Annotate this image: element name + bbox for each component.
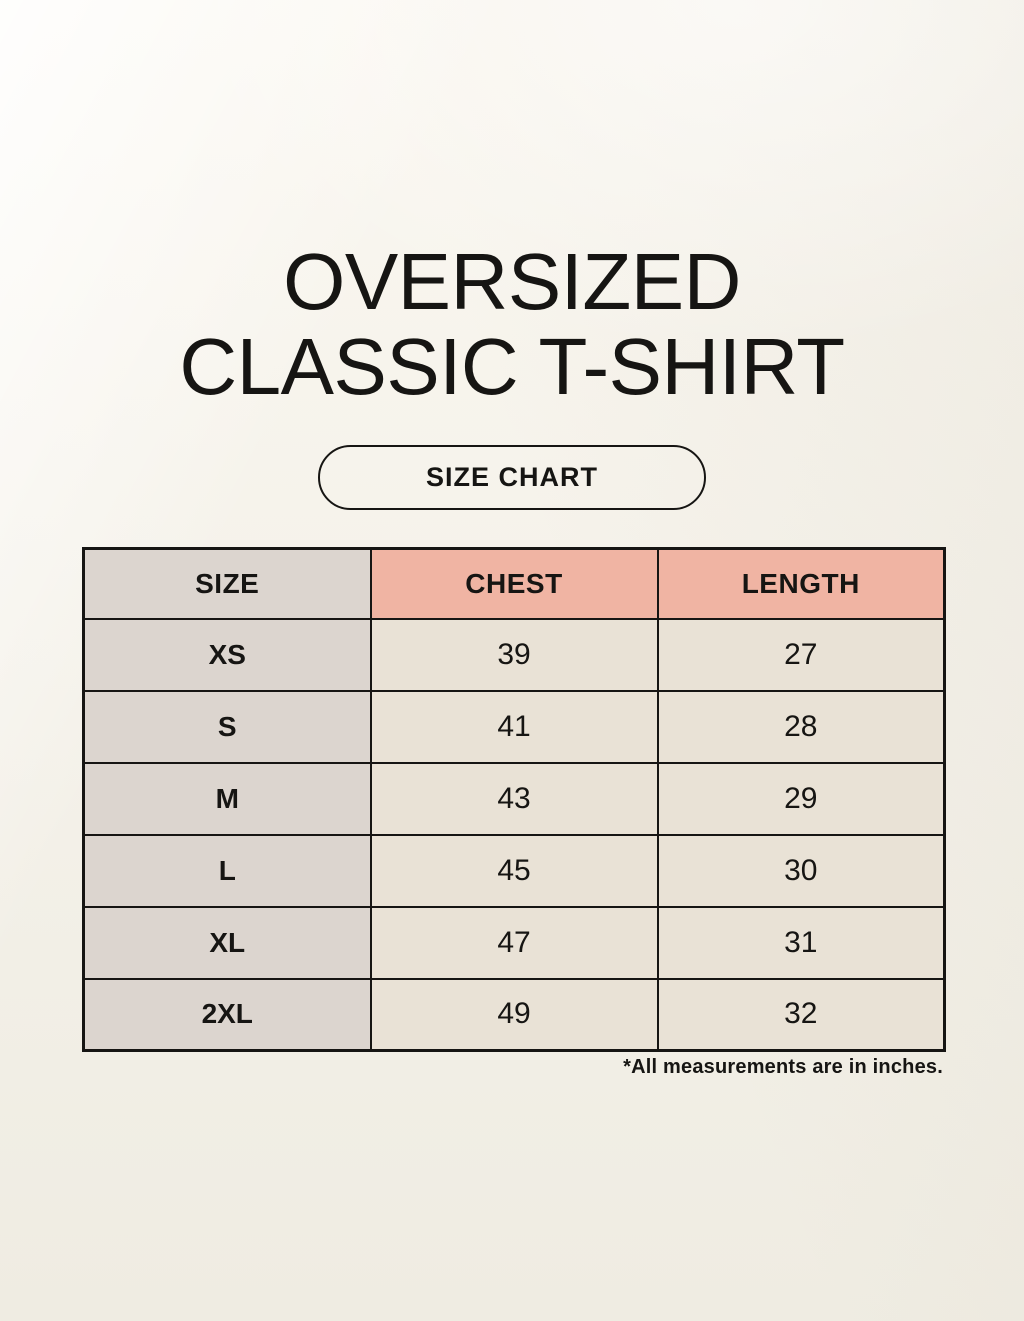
length-cell: 27 [656, 617, 946, 692]
table-row-xl: XL 47 31 [82, 905, 946, 980]
length-cell: 30 [656, 833, 946, 908]
column-header-chest: CHEST [369, 547, 659, 620]
size-chart-badge-label: SIZE CHART [426, 462, 598, 492]
table-row-2xl: 2XL 49 32 [82, 977, 946, 1052]
product-title: OVERSIZED CLASSIC T-SHIRT [0, 237, 1024, 411]
size-chart-badge: SIZE CHART [318, 445, 706, 510]
table-row-l: L 45 30 [82, 833, 946, 908]
length-cell: 32 [656, 977, 946, 1052]
measurements-note: *All measurements are in inches. [623, 1056, 943, 1078]
size-cell: L [82, 833, 372, 908]
length-cell: 29 [656, 761, 946, 836]
chest-cell: 41 [369, 689, 659, 764]
column-header-length: LENGTH [656, 547, 946, 620]
length-cell: 31 [656, 905, 946, 980]
size-table: SIZE CHEST LENGTH XS 39 27 S 41 28 M 43 … [82, 547, 946, 1052]
product-title-line-1: OVERSIZED [283, 237, 741, 326]
chest-cell: 47 [369, 905, 659, 980]
length-cell: 28 [656, 689, 946, 764]
size-cell: XL [82, 905, 372, 980]
product-title-line-2: CLASSIC T-SHIRT [179, 321, 845, 411]
table-row-xs: XS 39 27 [82, 617, 946, 692]
table-header-row: SIZE CHEST LENGTH [82, 547, 946, 620]
size-cell: M [82, 761, 372, 836]
table-row-s: S 41 28 [82, 689, 946, 764]
table-row-m: M 43 29 [82, 761, 946, 836]
column-header-size: SIZE [82, 547, 372, 620]
size-cell: 2XL [82, 977, 372, 1052]
chest-cell: 45 [369, 833, 659, 908]
chest-cell: 49 [369, 977, 659, 1052]
chest-cell: 43 [369, 761, 659, 836]
size-cell: S [82, 689, 372, 764]
size-cell: XS [82, 617, 372, 692]
chest-cell: 39 [369, 617, 659, 692]
